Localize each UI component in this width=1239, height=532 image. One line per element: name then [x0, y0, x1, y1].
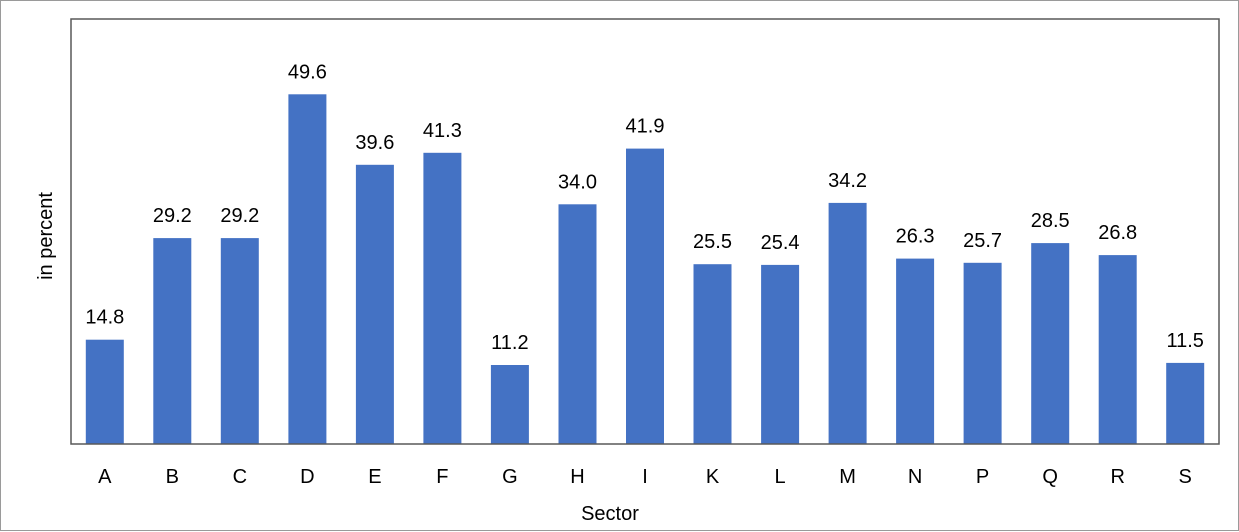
- data-label-L: 25.4: [761, 232, 800, 254]
- x-tick-label-B: B: [166, 466, 179, 488]
- bar-K: [693, 264, 732, 444]
- x-tick-label-R: R: [1110, 466, 1124, 488]
- data-label-K: 25.5: [693, 231, 732, 253]
- x-tick-label-M: M: [839, 466, 856, 488]
- data-label-G: 11.2: [491, 332, 528, 354]
- x-axis-title: Sector: [581, 503, 639, 525]
- data-label-F: 41.3: [423, 120, 462, 142]
- data-label-I: 41.9: [626, 116, 665, 138]
- bar-P: [963, 262, 1002, 444]
- data-label-R: 26.8: [1098, 222, 1137, 244]
- x-tick-label-S: S: [1179, 466, 1192, 488]
- x-tick-label-D: D: [300, 466, 314, 488]
- x-tick-label-P: P: [976, 466, 989, 488]
- value-labels-group: 14.8 29.2 29.2 49.6 39.6 41.3 11.2 34.0 41.9 25.5…: [85, 61, 1204, 354]
- x-tick-label-H: H: [570, 466, 584, 488]
- data-label-E: 39.6: [355, 132, 394, 154]
- data-label-S: 11.5: [1166, 330, 1203, 352]
- bar-G: [490, 365, 529, 444]
- x-tick-label-L: L: [775, 466, 786, 488]
- bars-group: [85, 94, 1205, 445]
- x-tick-label-E: E: [368, 466, 381, 488]
- bar-I: [626, 148, 664, 444]
- x-tick-label-A: A: [98, 466, 112, 488]
- bar-C: [220, 238, 259, 444]
- data-label-Q: 28.5: [1031, 210, 1070, 232]
- bar-M: [828, 202, 867, 444]
- data-label-C: 29.2: [220, 205, 259, 227]
- bar-A: [85, 339, 124, 444]
- data-label-D: 49.6: [288, 61, 327, 83]
- data-label-M: 34.2: [828, 170, 867, 192]
- bar-H: [558, 204, 597, 444]
- bar-E: [355, 164, 394, 445]
- x-tick-label-K: K: [706, 466, 720, 488]
- bar-N: [896, 258, 935, 444]
- data-label-A: 14.8: [85, 307, 124, 329]
- bar-S: [1166, 362, 1205, 444]
- x-tick-label-I: I: [642, 466, 648, 488]
- x-tick-label-F: F: [436, 466, 448, 488]
- bar-L: [761, 264, 800, 444]
- data-label-P: 25.7: [963, 230, 1002, 252]
- bar-Q: [1031, 243, 1070, 444]
- x-tick-label-Q: Q: [1042, 466, 1058, 488]
- data-label-B: 29.2: [153, 205, 192, 227]
- x-tick-label-N: N: [908, 466, 922, 488]
- x-tick-label-C: C: [233, 466, 247, 488]
- data-label-H: 34.0: [558, 171, 597, 193]
- bar-B: [153, 238, 192, 444]
- data-label-N: 26.3: [896, 226, 935, 248]
- y-axis-title: in percent: [35, 192, 57, 280]
- bar-D: [288, 94, 327, 445]
- x-tick-label-G: G: [502, 466, 518, 488]
- bar-R: [1098, 255, 1137, 444]
- bar-F: [423, 152, 462, 445]
- plot-area-border: [70, 18, 1220, 445]
